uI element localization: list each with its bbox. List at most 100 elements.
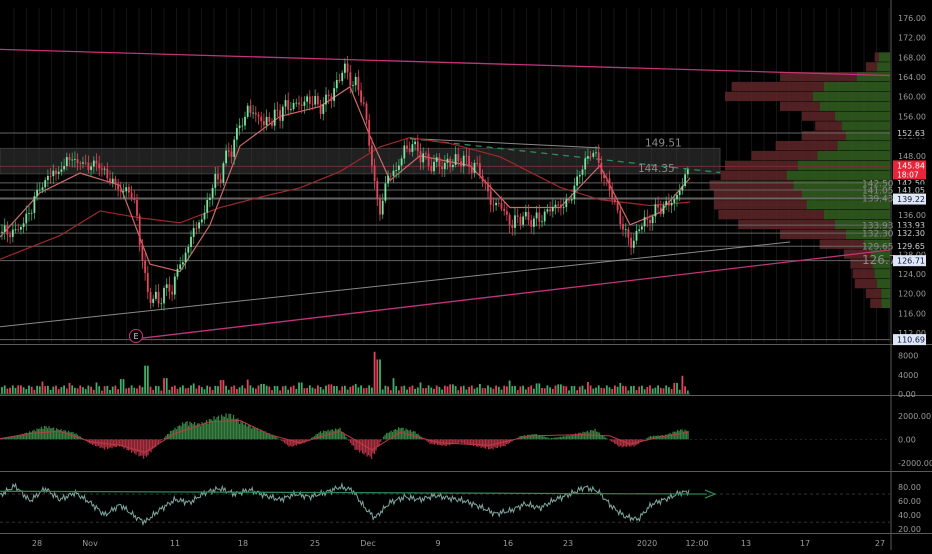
volume-bar xyxy=(663,388,665,394)
volume-bar xyxy=(169,390,171,394)
volume-bar xyxy=(509,381,511,394)
volume-bar xyxy=(52,387,54,394)
oscillator-bar xyxy=(275,437,276,440)
oscillator-bar xyxy=(332,429,333,439)
oscillator-bar xyxy=(668,434,669,440)
price-axis-tick: 172.00 xyxy=(898,34,926,43)
oscillator-bar xyxy=(254,428,255,439)
volume-bar xyxy=(244,388,246,394)
oscillator-bar xyxy=(126,439,127,450)
volume-bar xyxy=(93,390,95,394)
oscillator-bar xyxy=(561,437,562,440)
volume-bar xyxy=(241,385,243,394)
volume-bar xyxy=(44,386,46,394)
oscillator-bar xyxy=(630,439,631,446)
candle-body xyxy=(406,145,408,148)
oscillator-bar xyxy=(237,418,238,439)
candle-body xyxy=(339,80,341,81)
oscillator-bar xyxy=(504,439,505,446)
candle-body xyxy=(7,226,9,235)
oscillator-bar xyxy=(284,439,285,443)
candle-body xyxy=(522,216,524,224)
time-axis-tick: 27 xyxy=(875,539,885,548)
candle-body xyxy=(266,117,268,125)
profile-sell-bar xyxy=(780,230,846,239)
volume-bar xyxy=(382,389,384,394)
candle-body xyxy=(479,163,481,175)
oscillator-bar xyxy=(234,419,235,439)
candle-body xyxy=(258,115,260,117)
oscillator-bar xyxy=(194,422,195,439)
volume-bar xyxy=(347,390,349,394)
candle-body xyxy=(31,213,33,214)
volume-bar xyxy=(341,386,343,394)
volume-bar xyxy=(144,366,146,394)
oscillator-bar xyxy=(330,430,331,440)
volume-bar xyxy=(320,387,322,394)
candle-body xyxy=(17,229,19,230)
candle-body xyxy=(466,156,468,157)
volume-bar xyxy=(528,387,530,394)
oscillator-bar xyxy=(113,439,114,446)
volume-bar xyxy=(479,384,481,394)
profile-buy-bar xyxy=(835,111,890,120)
candle-body xyxy=(96,161,98,164)
volume-bar xyxy=(42,382,44,394)
volume-bar xyxy=(417,387,419,394)
oscillator-bar xyxy=(336,429,337,439)
candle-body xyxy=(663,205,665,214)
oscillator-bar xyxy=(354,439,355,449)
oscillator-bar xyxy=(266,433,267,439)
volume-bar xyxy=(398,390,400,394)
candle-body xyxy=(595,152,597,153)
candle-body xyxy=(393,171,395,176)
inline-level-label: 149.51 xyxy=(645,137,682,149)
candle-body xyxy=(314,96,316,104)
volume-bar xyxy=(71,385,73,394)
candle-body xyxy=(366,104,368,120)
oscillator-bar xyxy=(128,439,129,450)
oscillator-bar xyxy=(618,439,619,446)
oscillator-bar xyxy=(414,431,415,439)
candle-body xyxy=(312,104,314,105)
volume-bar xyxy=(177,389,179,394)
oscillator-bar xyxy=(135,439,136,454)
time-axis-tick: 13 xyxy=(741,539,751,548)
oscillator-bar xyxy=(555,437,556,439)
volume-bar xyxy=(179,387,181,394)
candle-body xyxy=(187,247,189,253)
candle-body xyxy=(395,170,397,171)
candle-body xyxy=(74,159,76,160)
profile-sell-bar xyxy=(714,200,806,209)
oscillator-bar xyxy=(224,417,225,440)
oscillator-bar xyxy=(318,433,319,440)
volume-bar xyxy=(390,390,392,394)
candle-body xyxy=(177,269,179,277)
volume-bar xyxy=(182,385,184,394)
price-axis-tick: 136.00 xyxy=(898,211,926,220)
profile-sell-bar xyxy=(776,141,838,150)
oscillator-bar xyxy=(672,432,673,440)
rsi-axis-tick: 20.00 xyxy=(898,525,921,534)
volume-bar xyxy=(31,387,33,394)
volume-bar xyxy=(511,386,513,394)
volume-bar xyxy=(687,391,689,394)
candle-body xyxy=(128,187,130,192)
price-axis-tick: 176.00 xyxy=(898,14,926,23)
candle-body xyxy=(374,166,376,182)
volume-bar xyxy=(66,389,68,394)
oscillator-bar xyxy=(38,429,39,439)
candle-body xyxy=(252,113,254,114)
volume-bar xyxy=(298,382,300,394)
candle-body xyxy=(401,158,403,165)
candle-body xyxy=(468,156,470,167)
volume-bar xyxy=(220,380,222,394)
candle-body xyxy=(47,176,49,180)
candle-body xyxy=(457,154,459,161)
volume-bar xyxy=(387,386,389,394)
profile-buy-bar xyxy=(842,121,890,130)
volume-bar xyxy=(644,389,646,394)
volume-bar xyxy=(630,386,632,394)
candle-body xyxy=(638,229,640,230)
